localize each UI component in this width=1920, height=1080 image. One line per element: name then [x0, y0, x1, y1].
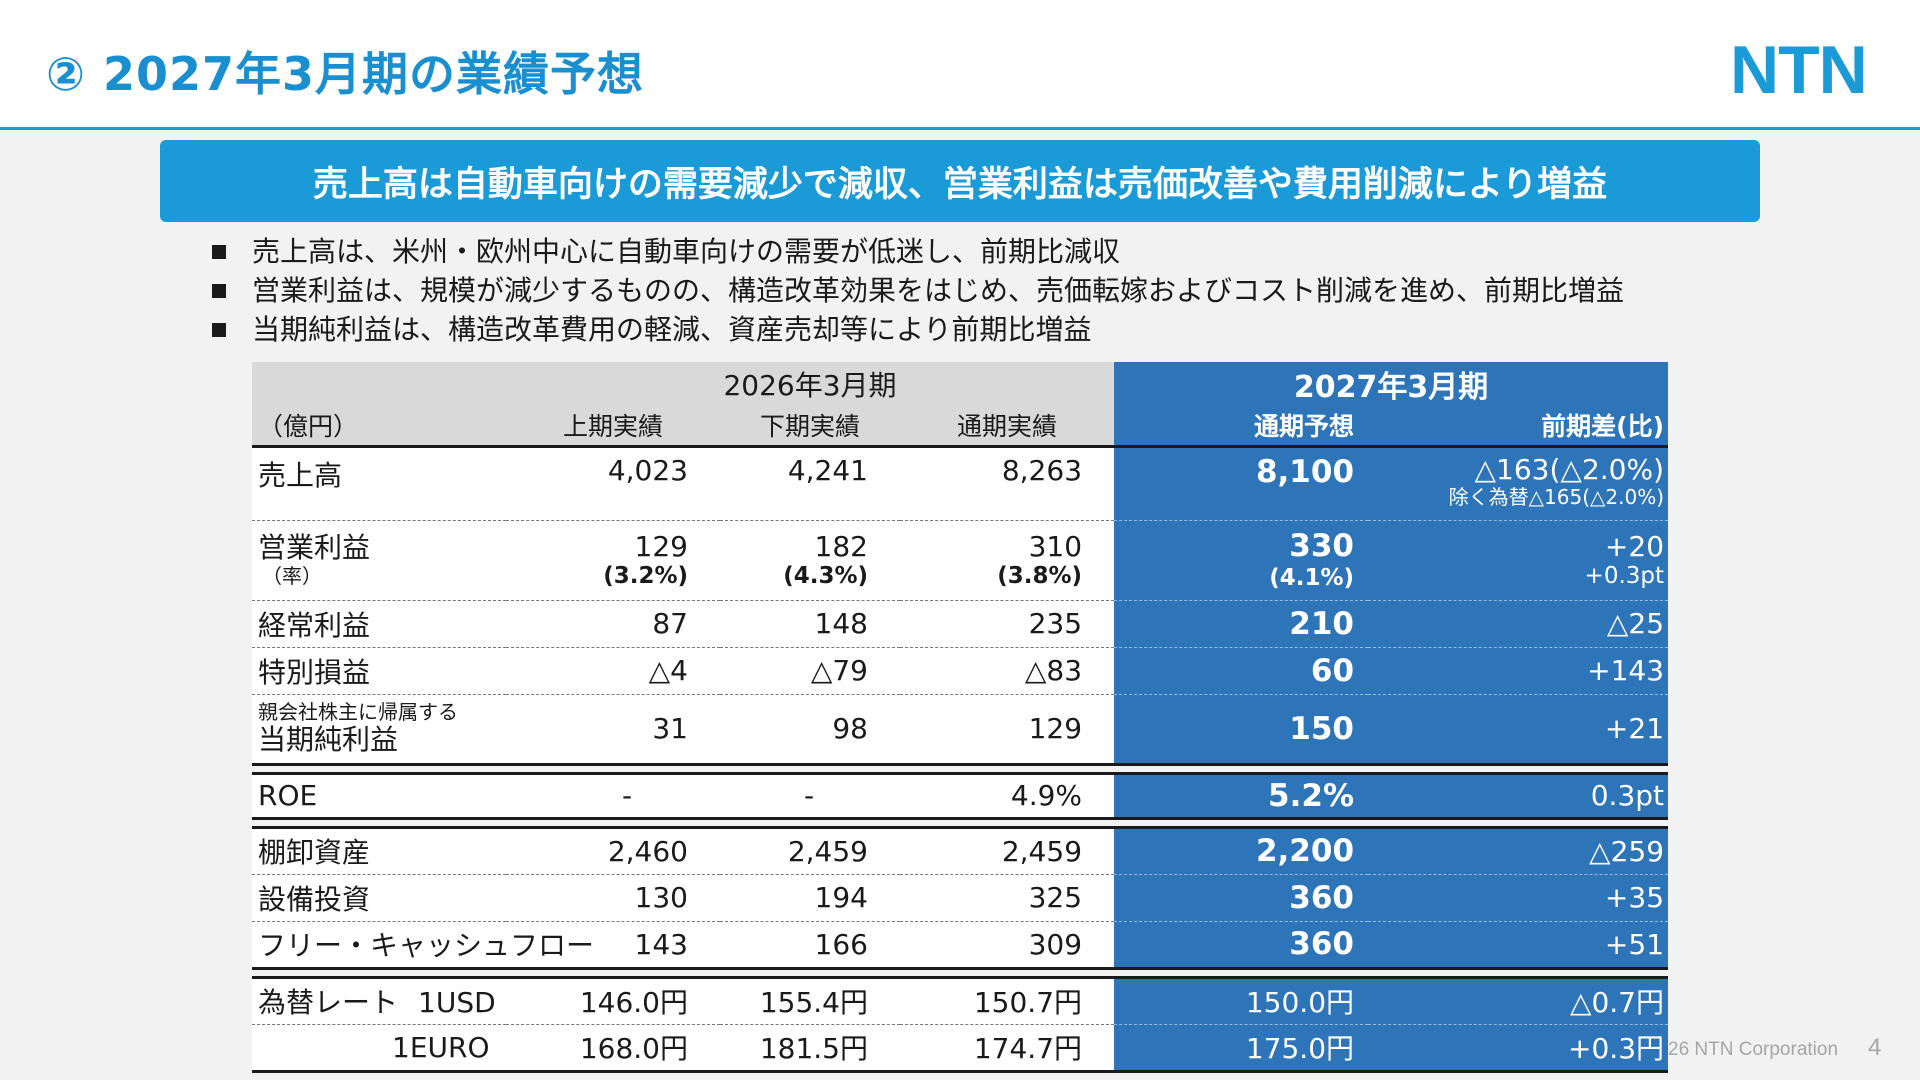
square-bullet-icon: [212, 283, 226, 298]
table-row: 営業利益 （率） 129 (3.2%) 182 (4.3%) 310 (3.8%) 33…: [252, 520, 1669, 601]
page-number: 4: [1868, 1034, 1882, 1061]
table-row: 経常利益 87 148 235 210 △25: [252, 600, 1669, 648]
period-next-header: 2027年3月期: [1114, 362, 1669, 406]
col-header-forecast: 通期予想: [1114, 406, 1369, 448]
table-header-columns: （億円） 上期実績 下期実績 通期実績 通期予想 前期差(比): [252, 406, 1669, 448]
table-row: 売上高 4,023 4,241 8,263 8,100 △163(△2.0%) …: [252, 446, 1669, 521]
table-row: ROE - - 4.9% 5.2% 0.3pt: [252, 771, 1669, 820]
period-prev-header: 2026年3月期: [506, 362, 1115, 406]
bullet-item: 営業利益は、規模が減少するものの、構造改革効果をはじめ、売価転嫁およびコスト削減…: [212, 271, 1624, 310]
table-row: 親会社株主に帰属する 当期純利益 31 98 129 150 +21: [252, 694, 1669, 766]
bullet-item: 売上高は、米州・欧州中心に自動車向けの需要が低迷し、前期比減収: [212, 232, 1624, 271]
bullet-list: 売上高は、米州・欧州中心に自動車向けの需要が低迷し、前期比減収 営業利益は、規模…: [212, 232, 1624, 349]
header-bar: ② 2027年3月期の業績予想 NTN: [0, 0, 1920, 130]
copyright-text: 26 NTN Corporation: [1668, 1039, 1839, 1060]
col-header-h1: 上期実績: [506, 406, 720, 448]
ntn-logo: NTN: [1730, 32, 1868, 108]
row-label: 売上高: [252, 446, 506, 521]
unit-label: （億円）: [252, 406, 506, 448]
table-row: 設備投資 130 194 325 360 +35: [252, 874, 1669, 922]
table-header-period: 2026年3月期 2027年3月期: [252, 362, 1669, 406]
table-row: フリー・キャッシュフロー 143 166 309 360 +51: [252, 921, 1669, 970]
summary-banner: 売上高は自動車向けの需要減少で減収、営業利益は売価改善や費用削減により増益: [160, 140, 1760, 222]
summary-banner-text: 売上高は自動車向けの需要減少で減収、営業利益は売価改善や費用削減により増益: [312, 164, 1608, 205]
forecast-table: 2026年3月期 2027年3月期 （億円） 上期実績 下期実績 通期実績 通期…: [252, 362, 1669, 1073]
table-row: 1EURO 168.0円 181.5円 174.7円 175.0円 +0.3円: [252, 1024, 1669, 1073]
square-bullet-icon: [212, 244, 226, 259]
col-header-fy: 通期実績: [900, 406, 1115, 448]
col-header-h2: 下期実績: [720, 406, 900, 448]
square-bullet-icon: [212, 322, 226, 337]
table-row: 為替レート 1USD 146.0円 155.4円 150.7円 150.0円 △0…: [252, 975, 1669, 1025]
page-title: ② 2027年3月期の業績予想: [46, 47, 644, 101]
col-header-diff: 前期差(比): [1368, 406, 1669, 448]
table-row: 特別損益 △4 △79 △83 60 +143: [252, 647, 1669, 695]
table-row: 棚卸資産 2,460 2,459 2,459 2,200 △259: [252, 825, 1669, 875]
fx-excluded-note: 除く為替△165(△2.0%): [1448, 484, 1665, 509]
bullet-item: 当期純利益は、構造改革費用の軽減、資産売却等により前期比増益: [212, 310, 1624, 349]
